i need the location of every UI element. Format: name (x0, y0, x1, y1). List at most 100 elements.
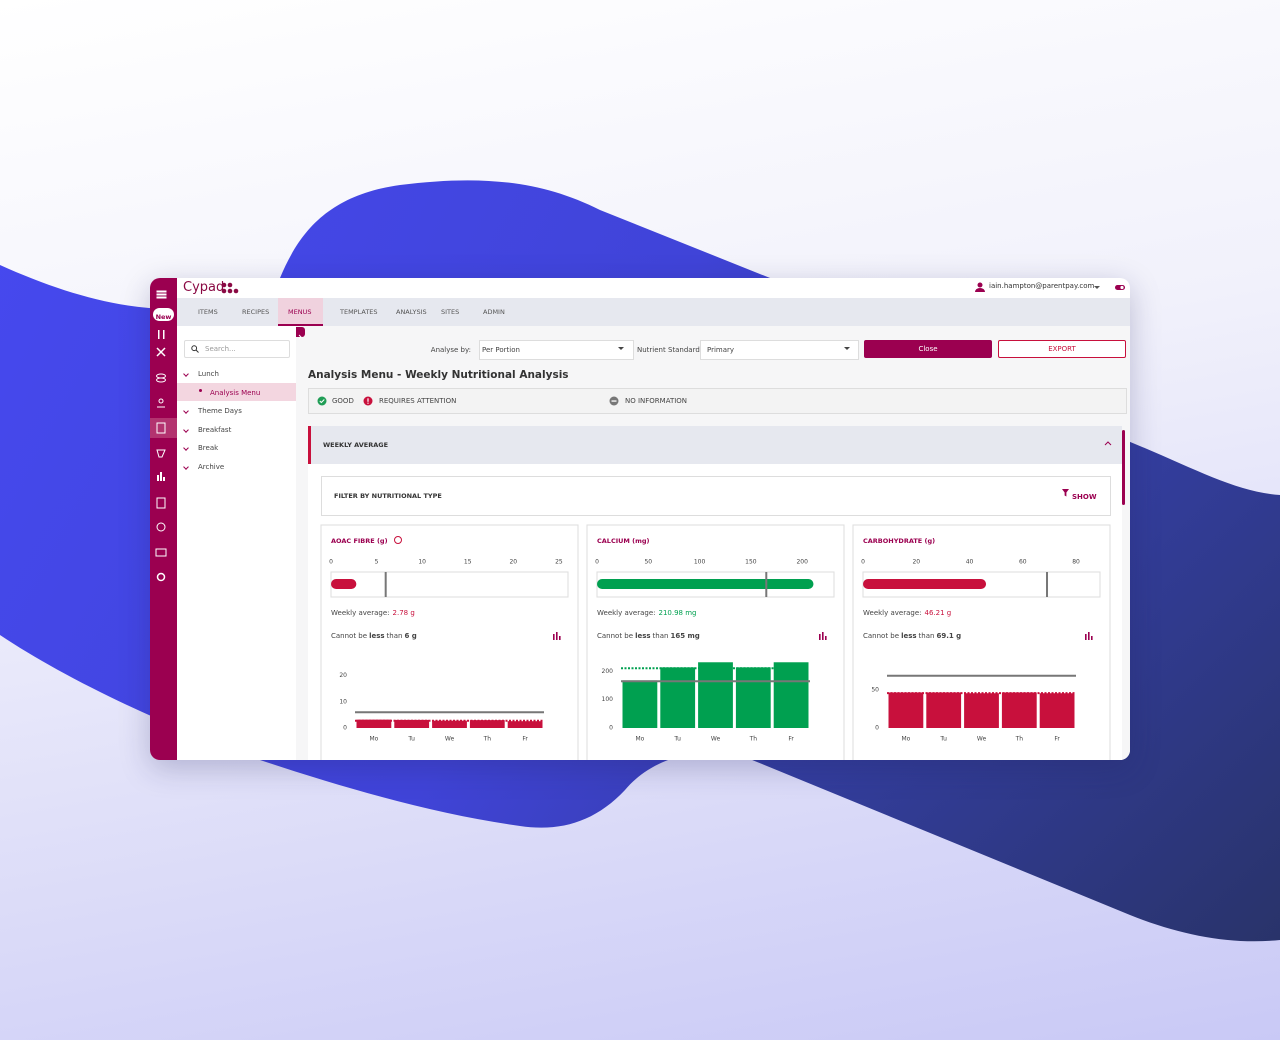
bar (773, 662, 809, 728)
weekly-average: Weekly average: 2.78 g (331, 609, 415, 617)
bar (735, 667, 771, 728)
bar (888, 692, 924, 728)
legend-icons (317, 396, 373, 406)
tree-item[interactable]: Archive (198, 462, 225, 471)
rule-text: Cannot be (597, 632, 633, 640)
bar (660, 667, 696, 728)
chart-icon[interactable] (819, 634, 821, 640)
analyse-select[interactable]: Per Portion (479, 340, 634, 360)
rule-text: than (387, 632, 403, 640)
chart-icon[interactable] (1091, 636, 1093, 640)
standard-label: Nutrient Standard: (637, 346, 703, 354)
bar (394, 719, 430, 728)
filter-icon (1062, 489, 1069, 497)
scale-tick-label: 0 (595, 559, 599, 566)
y-tick-label: 10 (339, 698, 347, 705)
standard-select[interactable]: Primary (700, 340, 859, 360)
tree-item[interactable]: Theme Days (198, 407, 242, 415)
search-icon (191, 345, 199, 353)
x-tick-label: Mo (635, 736, 644, 743)
user-icon (975, 282, 985, 292)
scale-tick-label: 80 (1072, 559, 1080, 566)
average-text: Weekly average: (597, 609, 656, 617)
y-tick-label: 0 (609, 725, 613, 732)
bar (356, 719, 392, 728)
chart-icon[interactable] (1088, 632, 1090, 640)
status-legend: GOOD REQUIRES ATTENTION NO INFORMATION (308, 388, 1127, 414)
chart-icon[interactable] (825, 636, 827, 640)
sidebar: Search... Lunch Analysis Menu Theme Days Br… (177, 326, 296, 760)
weekly-average: Weekly average: 46.21 g (863, 609, 951, 617)
x-tick-label: We (445, 736, 455, 743)
y-tick-label: 20 (339, 672, 347, 679)
average-text: Weekly average: (331, 609, 390, 617)
chart-icon[interactable] (559, 636, 561, 640)
scrollbar[interactable] (1122, 430, 1125, 505)
attention-icon (394, 536, 402, 544)
x-tick-label: Fr (788, 736, 794, 743)
logo (221, 282, 239, 294)
tree-item[interactable]: Break (198, 444, 219, 452)
minimum-rule: Cannot be less than 6 g (331, 632, 417, 640)
bar (1001, 692, 1037, 728)
scale-tick-label: 15 (464, 559, 472, 566)
legend-attention: REQUIRES ATTENTION (379, 397, 457, 405)
filter-label: FILTER BY NUTRITIONAL TYPE (334, 492, 442, 500)
rule-text: than (919, 632, 935, 640)
tab[interactable]: ITEMS (198, 308, 218, 316)
scale-tick-label: 5 (375, 559, 379, 566)
filter-show[interactable]: SHOW (1072, 493, 1097, 501)
scale-tick-label: 150 (745, 559, 757, 566)
x-tick-label: We (977, 736, 987, 743)
search-box[interactable]: Search... (184, 340, 290, 358)
rule-text: Cannot be (863, 632, 899, 640)
x-tick-label: Th (483, 736, 492, 743)
search-placeholder: Search... (205, 345, 236, 353)
chart-icon[interactable] (1085, 634, 1087, 640)
bar (469, 720, 505, 728)
x-tick-label: Mo (369, 736, 378, 743)
user-email[interactable]: iain.hampton@parentpay.com (989, 282, 1095, 290)
close-button[interactable]: Close (864, 340, 992, 358)
scale-tick-label: 200 (796, 559, 808, 566)
x-tick-label: Mo (901, 736, 910, 743)
bar (698, 662, 733, 728)
tree-item[interactable]: Breakfast (198, 425, 232, 434)
average-bar (597, 579, 814, 589)
tab[interactable]: ADMIN (483, 308, 505, 316)
chart-icon[interactable] (822, 632, 824, 640)
chart-icon[interactable] (553, 634, 555, 640)
sidebar-toggle[interactable] (296, 327, 305, 340)
tab[interactable]: ANALYSIS (396, 308, 427, 316)
bar (432, 720, 467, 728)
tree-item[interactable]: Lunch (198, 370, 219, 378)
bar (964, 693, 999, 728)
average-bar (863, 579, 987, 589)
user-controls[interactable] (1092, 283, 1126, 293)
scale-tick-label: 0 (329, 559, 333, 566)
tab[interactable]: RECIPES (242, 308, 270, 316)
scale-tick-label: 10 (418, 559, 426, 566)
scale-tick-label: 0 (861, 559, 865, 566)
analyse-label: Analyse by: (430, 346, 471, 354)
x-tick-label: We (711, 736, 721, 743)
tab[interactable]: TEMPLATES (340, 308, 378, 316)
scale-tick-label: 20 (912, 559, 920, 566)
tab[interactable]: MENUS (288, 308, 312, 316)
section-header[interactable]: WEEKLY AVERAGE (308, 426, 1122, 464)
x-tick-label: Tu (673, 736, 681, 743)
card-title: CALCIUM (mg) (597, 537, 650, 545)
scale-tick-label: 40 (966, 559, 974, 566)
scale-tick-label: 60 (1019, 559, 1027, 566)
y-tick-label: 100 (602, 696, 614, 703)
x-tick-label: Tu (939, 736, 947, 743)
average-value: 2.78 g (393, 609, 415, 617)
tree-item[interactable]: Analysis Menu (210, 388, 261, 397)
rule-text: less (635, 632, 650, 640)
chart-icon[interactable] (556, 632, 558, 640)
tab[interactable]: SITES (441, 308, 460, 316)
y-tick-label: 200 (602, 668, 614, 675)
legend-icon (609, 396, 619, 406)
export-button[interactable]: EXPORT (998, 340, 1126, 358)
